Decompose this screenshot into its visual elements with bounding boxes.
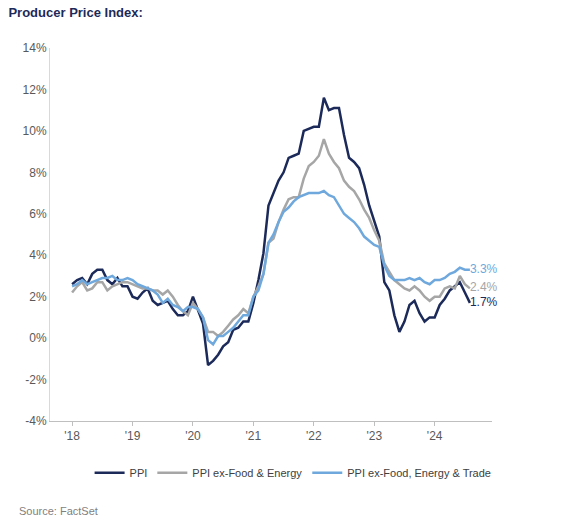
svg-text:8%: 8% [29, 166, 47, 180]
svg-text:1.7%: 1.7% [470, 295, 498, 309]
svg-text:4%: 4% [29, 248, 47, 262]
svg-text:'21: '21 [246, 429, 262, 443]
svg-text:14%: 14% [23, 41, 47, 55]
svg-text:2.4%: 2.4% [470, 280, 498, 294]
svg-text:'22: '22 [306, 429, 322, 443]
svg-text:2%: 2% [29, 290, 47, 304]
svg-text:-2%: -2% [25, 373, 47, 387]
svg-text:'18: '18 [64, 429, 80, 443]
svg-text:'23: '23 [366, 429, 382, 443]
svg-text:'19: '19 [125, 429, 141, 443]
svg-text:PPI ex-Food & Energy: PPI ex-Food & Energy [192, 467, 302, 479]
svg-text:3.3%: 3.3% [470, 262, 498, 276]
svg-text:Source: FactSet: Source: FactSet [19, 505, 98, 517]
svg-text:-4%: -4% [25, 414, 47, 428]
svg-text:12%: 12% [23, 83, 47, 97]
svg-text:PPI ex-Food, Energy & Trade: PPI ex-Food, Energy & Trade [347, 467, 491, 479]
svg-text:PPI: PPI [130, 467, 148, 479]
svg-text:0%: 0% [29, 331, 47, 345]
svg-text:6%: 6% [29, 207, 47, 221]
svg-text:'24: '24 [427, 429, 443, 443]
svg-text:'20: '20 [185, 429, 201, 443]
svg-text:Producer Price Index:: Producer Price Index: [8, 5, 142, 20]
svg-text:10%: 10% [23, 124, 47, 138]
